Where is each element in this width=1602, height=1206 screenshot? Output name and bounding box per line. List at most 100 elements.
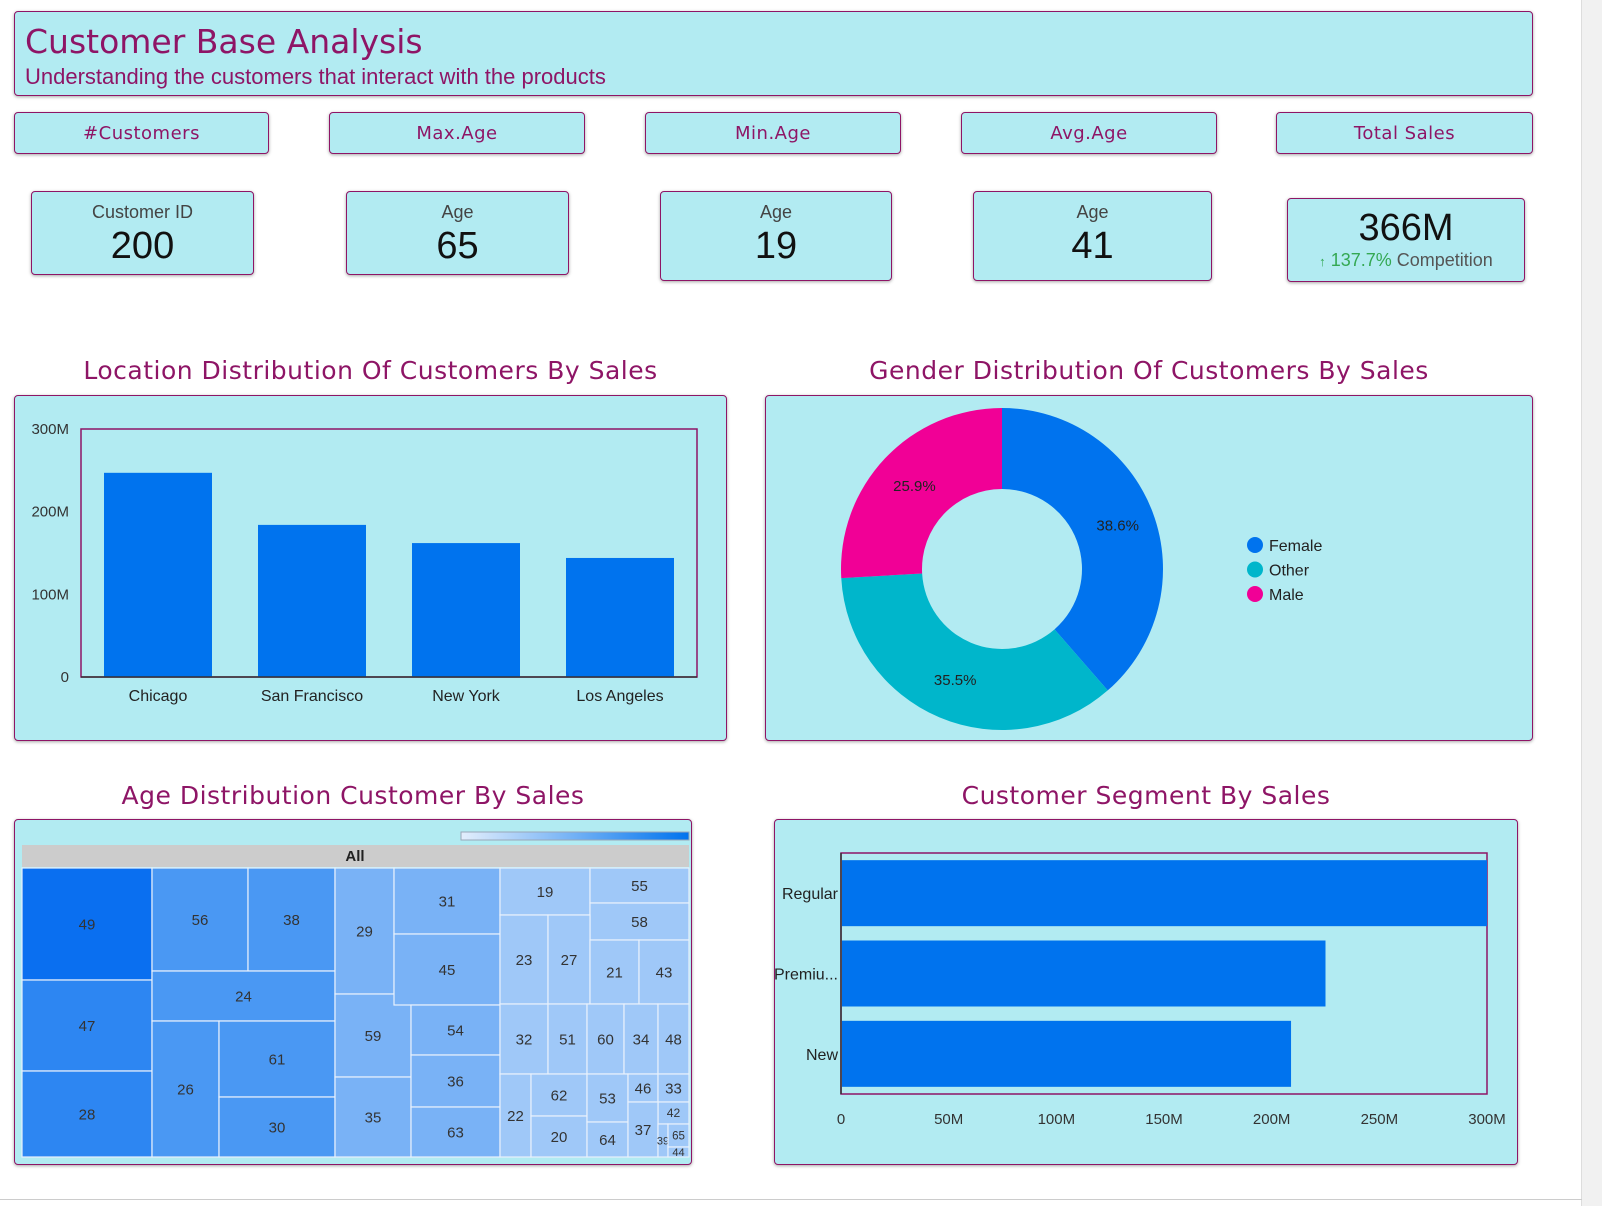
gender-chart-title: Gender Distribution Of Customers By Sale… (869, 356, 1429, 385)
bar (842, 860, 1487, 927)
segment-chart-panel: Regular Premiu... New 0 50M 100M 150M 200M 250M 3… (774, 819, 1518, 1165)
treemap-cell (410, 1106, 501, 1158)
treemap-cell (657, 1003, 690, 1075)
gender-donut-chart[interactable]: 38.6% 35.5% 25.9% Female Other Male (766, 396, 1534, 742)
slice-label: 25.9% (893, 478, 936, 495)
treemap-cell (410, 1004, 501, 1056)
treemap-cell (334, 867, 395, 995)
scorecard-delta: ↑ 137.7% Competition (1288, 250, 1524, 271)
treemap-cell-label: 37 (635, 1122, 652, 1139)
kpi-header-label: Max.Age (416, 122, 498, 144)
treemap-cell-label: 60 (597, 1031, 614, 1048)
segment-bar-chart[interactable]: Regular Premiu... New 0 50M 100M 150M 200M 250M 3… (775, 820, 1519, 1166)
scorecard-max-age[interactable]: Age 65 (346, 191, 569, 275)
treemap-cell-label: 27 (561, 952, 578, 969)
x-tick-label: 250M (1361, 1111, 1399, 1128)
y-tick-label: Premiu... (775, 967, 838, 984)
treemap-cell-label: 39 (657, 1135, 669, 1147)
x-tick-label: 50M (934, 1111, 963, 1128)
page-subtitle: Understanding the customers that interac… (25, 64, 606, 89)
treemap-cell (589, 867, 690, 904)
y-tick-label: Regular (782, 886, 839, 903)
location-bar-chart[interactable]: 0 100M 200M 300M Chicago San Francisco New Yor… (15, 396, 728, 742)
kpi-header-label: #Customers (83, 122, 200, 144)
y-tick-label: 100M (31, 586, 69, 603)
x-tick-label: 100M (1038, 1111, 1076, 1128)
y-tick-label: 200M (31, 504, 69, 521)
scorecard-value: 19 (754, 225, 798, 267)
pie-slice (1002, 408, 1163, 691)
delta-value: 137.7% (1330, 250, 1392, 270)
x-tick-label: 0 (837, 1111, 845, 1128)
treemap-cell (499, 914, 549, 1005)
treemap-cell-label: 59 (365, 1028, 382, 1045)
treemap-cell (393, 867, 501, 935)
legend-label: Other (1269, 563, 1310, 580)
x-tick-label: 200M (1253, 1111, 1291, 1128)
treemap-cell-label: 33 (665, 1080, 682, 1097)
kpi-header-label: Avg.Age (1050, 122, 1128, 144)
treemap-cell (547, 914, 591, 1005)
treemap-cell-label: 49 (79, 916, 96, 933)
scorecard-min-age[interactable]: Age 19 (660, 191, 892, 281)
arrow-up-icon: ↑ (1319, 254, 1326, 269)
treemap-cell (334, 1076, 412, 1158)
treemap-cell-label: 31 (439, 893, 456, 910)
scorecard-avg-age[interactable]: Age 41 (973, 191, 1212, 281)
treemap-cell-label: 53 (599, 1090, 616, 1107)
bar (566, 557, 674, 677)
treemap-cell-label: 38 (283, 912, 300, 929)
kpi-header-min-age: Min.Age (645, 112, 901, 154)
treemap-cell-label: 26 (177, 1081, 194, 1098)
treemap-cell-label: 28 (79, 1106, 96, 1123)
treemap-cell-label: 65 (672, 1131, 685, 1143)
kpi-header-max-age: Max.Age (329, 112, 585, 154)
treemap-cell-label: 56 (192, 912, 209, 929)
treemap-cell-label: 62 (551, 1087, 568, 1104)
legend-swatch (1247, 586, 1263, 602)
bar (842, 940, 1326, 1007)
kpi-header-label: Total Sales (1353, 122, 1456, 144)
x-tick-label: Los Angeles (576, 688, 663, 705)
legend-swatch (1247, 561, 1263, 578)
treemap-cell (530, 1115, 588, 1158)
kpi-header-avg-age: Avg.Age (961, 112, 1217, 154)
treemap-cell-label: 36 (447, 1073, 464, 1090)
treemap-cell (589, 939, 640, 1005)
treemap-cell-label: 21 (606, 964, 623, 981)
bar (104, 472, 212, 677)
scorecard-label: Age (759, 202, 793, 222)
treemap-cell (247, 867, 336, 972)
treemap-cell (334, 993, 412, 1078)
treemap-cell-label: 23 (516, 952, 533, 969)
page-divider (0, 1199, 1582, 1200)
treemap-cell (151, 970, 336, 1022)
scorecard-label: Age (1076, 202, 1109, 222)
x-tick-label: 150M (1145, 1111, 1183, 1128)
scorecard-customers[interactable]: Customer ID 200 (31, 191, 254, 275)
treemap-header (22, 845, 689, 867)
age-treemap[interactable]: All 49 47 28 56 38 24 26 61 30 29 59 35 31 45 54 36 63 19 5… (15, 820, 693, 1166)
kpi-header-label: Min.Age (735, 122, 811, 144)
x-tick-label: San Francisco (261, 688, 363, 705)
treemap-cell-label: 64 (599, 1132, 616, 1149)
legend-label: Male (1269, 587, 1304, 604)
treemap-cell (218, 1096, 336, 1158)
scorecard-total-sales[interactable]: 366M ↑ 137.7% Competition (1287, 198, 1525, 282)
y-tick-label: 300M (31, 421, 69, 438)
treemap-cell-label: 54 (447, 1022, 464, 1039)
treemap-cell-label: 44 (672, 1147, 684, 1159)
treemap-cell-label: 51 (559, 1031, 576, 1048)
y-tick-label: 0 (61, 669, 69, 686)
treemap-cell-label: 45 (439, 962, 456, 979)
treemap-cell (586, 1121, 629, 1158)
slice-label: 35.5% (934, 672, 977, 689)
vertical-scrollbar[interactable] (1581, 0, 1602, 1206)
treemap-cell (499, 1003, 549, 1075)
legend-label: Female (1269, 538, 1322, 555)
segment-chart-title: Customer Segment By Sales (961, 781, 1331, 810)
treemap-cell-label: 63 (447, 1124, 464, 1141)
treemap-cell-label: 32 (516, 1031, 533, 1048)
treemap-cell (21, 867, 153, 981)
treemap-cell (547, 1003, 588, 1075)
